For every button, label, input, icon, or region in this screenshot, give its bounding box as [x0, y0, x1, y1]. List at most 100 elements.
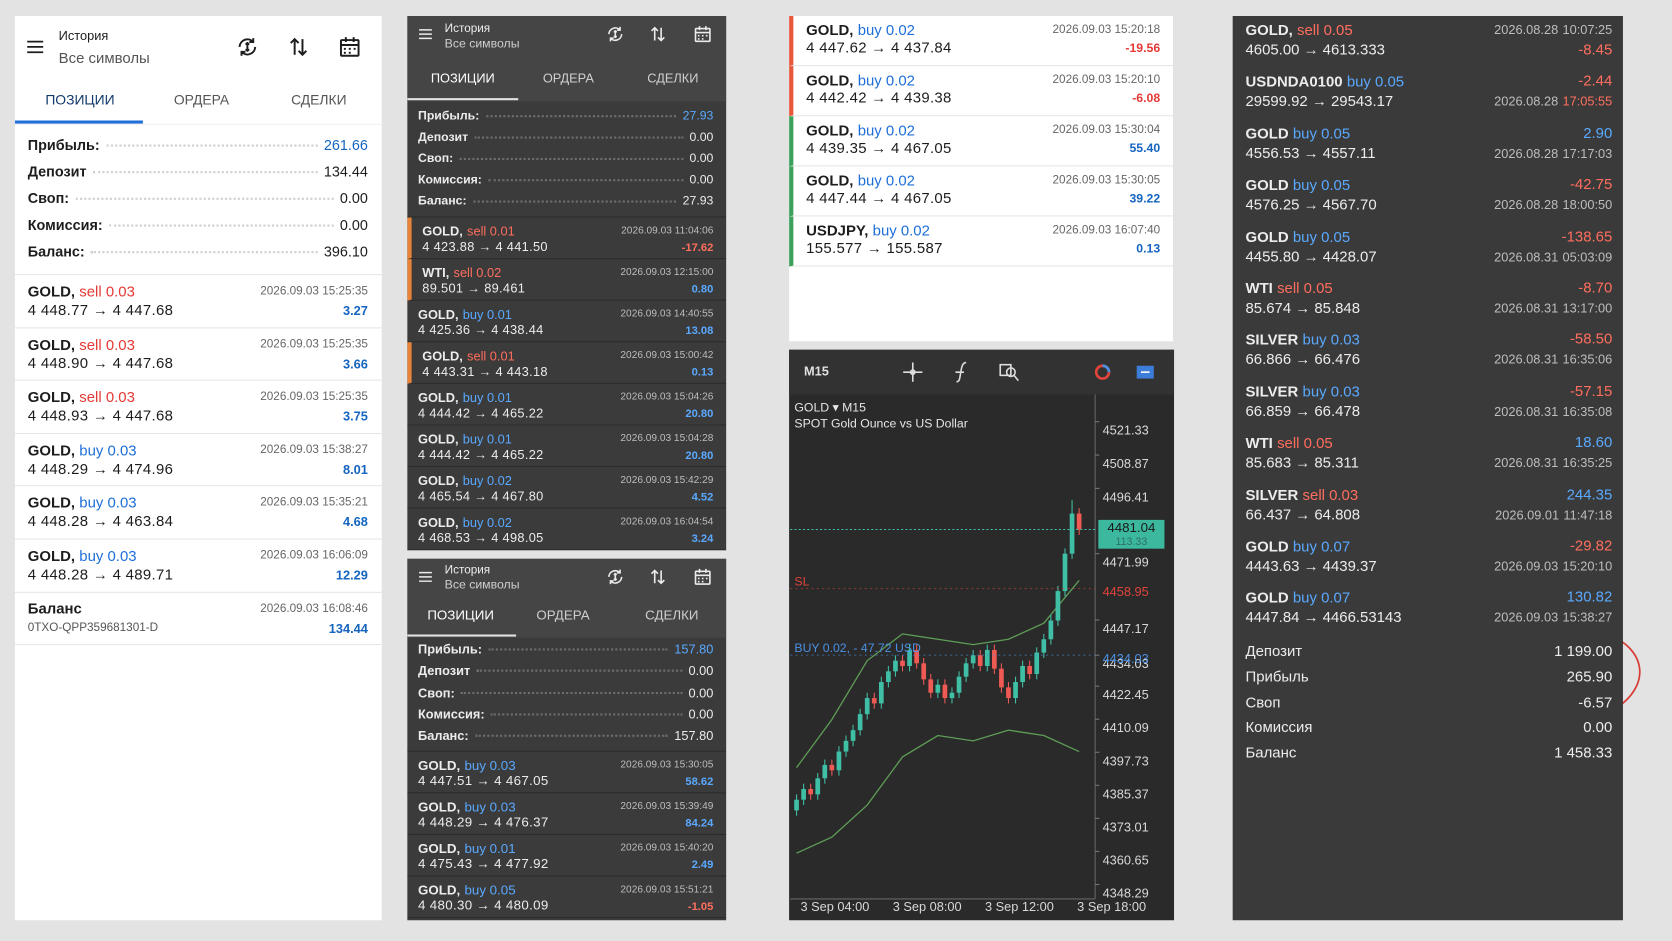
trade-symbol: WTI	[1245, 434, 1273, 452]
sort-icon[interactable]	[648, 567, 667, 586]
tab[interactable]: ПОЗИЦИИ	[45, 91, 115, 108]
trade-prices: 4455.80 → 4428.07	[1245, 247, 1377, 265]
trade-time: 2026.08.28 10:07:25	[1494, 22, 1612, 37]
trade-time: 2026.09.03 15:38:27	[1494, 610, 1612, 625]
cal-icon[interactable]	[693, 567, 712, 586]
tab[interactable]: СДЕЛКИ	[291, 91, 347, 108]
trade-profit: 3.66	[342, 356, 368, 372]
trade-row: GOLD, buy 0.02 4 465.54 → 4 467.80 2026.09.…	[407, 467, 727, 509]
menu-icon[interactable]	[417, 26, 434, 43]
trade-symbol: GOLD	[1245, 124, 1289, 142]
trade-title: GOLD, sell 0.03	[28, 335, 135, 352]
dots	[488, 179, 684, 182]
trade-profit: 244.35	[1566, 485, 1613, 503]
trade-time: 2026.09.03 15:39:49	[620, 800, 714, 813]
trade-time: 2026.09.03 14:40:55	[620, 307, 714, 320]
trade-date: 2026.08.28	[1494, 22, 1559, 38]
trade-profit: -6.08	[1132, 92, 1161, 106]
tab[interactable]: СДЕЛКИ	[645, 607, 699, 623]
cal-icon[interactable]	[338, 35, 361, 58]
recent-trades-panel: GOLD, buy 0.02 4 447.62 → 4 437.84 2026.09.…	[789, 15, 1173, 342]
y-tick-label: 4397.73	[1103, 753, 1149, 768]
trade-symbol: USDJPY,	[806, 221, 869, 239]
history-panel: История Все символы ПОЗИЦИИ ОРДЕРА СДЕЛКИ При…	[407, 15, 727, 551]
trade-profit: 8.01	[342, 461, 368, 477]
trade-row: GOLD, buy 0.01 4 425.36 → 4 438.44 2026.09.…	[407, 301, 727, 343]
trade-side: sell 0.02	[453, 265, 502, 281]
summary-value: 0.00	[689, 152, 714, 166]
trade-prices: 4 439.35 → 4 467.05	[806, 138, 952, 157]
candle-body	[970, 655, 976, 664]
trade-side: buy 0.01	[462, 307, 512, 323]
trade-side: buy 0.02	[857, 71, 915, 89]
summary-label: Прибыль:	[418, 641, 482, 657]
trade-time: 2026.08.31 16:35:08	[1494, 404, 1612, 419]
candle-body	[829, 764, 835, 771]
trade-clock: 16:35:25	[1562, 455, 1613, 471]
tab[interactable]: СДЕЛКИ	[647, 70, 699, 86]
trade-profit: -2.44	[1578, 72, 1613, 90]
dots	[476, 669, 683, 673]
summary-row: Комиссия: 0.00	[418, 174, 713, 187]
summary-label: Комиссия:	[418, 706, 485, 722]
summary-row: Прибыль: 157.80	[418, 642, 713, 657]
candle-body	[900, 660, 905, 666]
menu-icon[interactable]	[25, 36, 46, 57]
trade-symbol: GOLD,	[418, 882, 461, 898]
trade-time: 2026.08.31 13:17:00	[1494, 301, 1612, 316]
trade-prices: 4 465.54 → 4 467.80	[418, 488, 544, 504]
summary-divider	[407, 216, 727, 218]
trade-symbol: GOLD,	[27, 335, 76, 353]
tab[interactable]: ПОЗИЦИИ	[430, 70, 495, 86]
summary-row: Баланс: 396.10	[28, 244, 368, 260]
sort-icon[interactable]	[648, 25, 667, 44]
trade-profit: 0.80	[691, 282, 714, 296]
cal-icon[interactable]	[693, 25, 712, 44]
trade-time: 2026.09.03 16:04:54	[620, 515, 714, 528]
trade-side: sell 0.01	[467, 223, 515, 239]
trade-time: 2026.09.03 15:20:10	[1052, 73, 1161, 87]
trade-prices: 4576.25 → 4567.70	[1245, 195, 1377, 213]
summary-row: Прибыль: 261.66	[28, 137, 368, 153]
trade-prices: 4 442.42 → 4 439.38	[806, 88, 952, 106]
trade-symbol: GOLD,	[418, 799, 461, 815]
summary-row: Своп: 0.00	[28, 190, 368, 206]
tab-divider	[14, 123, 382, 125]
summary-label: Комиссия:	[27, 216, 103, 233]
trade-time: 2026.09.03 15:38:27	[260, 443, 368, 457]
menu-icon[interactable]	[417, 568, 434, 585]
sync-icon[interactable]	[606, 25, 625, 44]
y-tick-label: 4434.03	[1103, 656, 1149, 671]
summary-label: Комиссия:	[418, 173, 482, 187]
header-subtitle: Все символы	[444, 578, 520, 592]
trade-date: 2026.09.03	[1494, 610, 1559, 626]
trade-title: WTI sell 0.05	[1245, 279, 1332, 296]
trade-profit: 13.08	[685, 324, 714, 338]
trade-time: 2026.09.03 15:30:04	[1052, 123, 1161, 137]
summary-divider	[14, 274, 382, 276]
dots	[75, 197, 334, 200]
tab[interactable]: ОРДЕРА	[173, 91, 230, 108]
candle-body	[815, 778, 821, 795]
trade-date: 2026.08.31	[1494, 300, 1559, 316]
trade-title: GOLD, buy 0.03	[28, 494, 137, 511]
tab[interactable]: ОРДЕРА	[536, 607, 590, 623]
summary-label: Комиссия	[1245, 718, 1313, 736]
trade-side: buy 0.01	[462, 390, 512, 406]
tab[interactable]: ПОЗИЦИИ	[427, 607, 494, 623]
trade-title: GOLD, buy 0.02	[806, 71, 915, 88]
trade-time: 2026.08.28 17:05:55	[1494, 94, 1612, 109]
tab[interactable]: ОРДЕРА	[542, 70, 594, 86]
y-tick-label: 4360.65	[1103, 852, 1149, 867]
trade-row: GOLD, sell 0.01 4 423.88 → 4 441.50 2026.09…	[407, 217, 727, 260]
trade-profit: 20.80	[685, 407, 714, 421]
candle-body	[836, 751, 842, 771]
sort-icon[interactable]	[287, 35, 310, 58]
trade-symbol: WTI	[1245, 279, 1273, 297]
sync-icon[interactable]	[606, 567, 625, 586]
trade-title: USDNDA0100 buy 0.05	[1245, 73, 1404, 90]
trade-time: 2026.09.03 15:20:10	[1494, 559, 1612, 574]
sync-icon[interactable]	[236, 35, 259, 58]
trade-prices: 4 425.36 → 4 438.44	[418, 322, 544, 338]
